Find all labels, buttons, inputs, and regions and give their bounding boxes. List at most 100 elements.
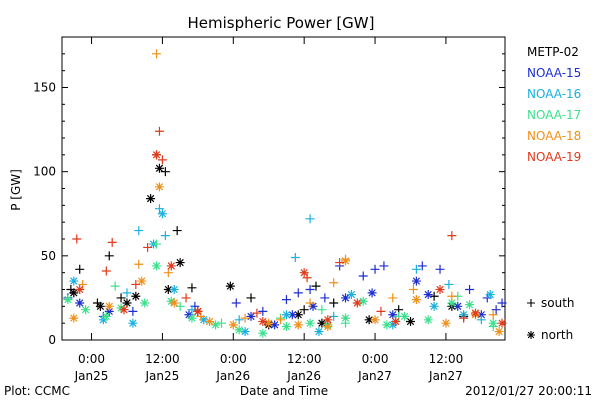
north-point — [166, 261, 176, 271]
north-point — [75, 285, 85, 294]
south-point — [305, 298, 315, 308]
south-point — [447, 231, 457, 241]
north-point — [497, 318, 507, 328]
y-tick-label: 150 — [33, 81, 56, 95]
south-point — [107, 237, 117, 247]
north-point — [281, 310, 291, 320]
y-axis-label: P [GW] — [9, 169, 23, 211]
north-point — [228, 320, 238, 330]
south-point — [447, 291, 457, 301]
north-point — [119, 305, 129, 315]
x-tick-label: 12:00 — [145, 352, 180, 366]
south-point — [181, 293, 191, 303]
south-point — [311, 281, 321, 291]
north-point — [317, 318, 327, 328]
north-point — [157, 209, 167, 219]
north-point — [382, 320, 392, 330]
south-point — [216, 318, 226, 328]
north-point — [341, 293, 351, 303]
north-point — [308, 301, 318, 311]
north-point — [352, 298, 362, 308]
north-point — [137, 276, 147, 286]
north-point — [299, 268, 309, 278]
north-point — [234, 325, 244, 335]
south-point — [408, 285, 418, 294]
south-point — [234, 315, 244, 325]
south-point — [305, 214, 315, 224]
south-point — [143, 242, 153, 252]
north-point — [122, 298, 132, 308]
north-point — [423, 290, 433, 300]
south-point — [302, 273, 312, 283]
north-point — [341, 313, 351, 323]
south-point — [290, 253, 300, 263]
south-point — [293, 288, 303, 298]
north-point — [293, 310, 303, 320]
north-point — [264, 318, 274, 328]
north-point — [95, 301, 105, 311]
north-point — [470, 308, 480, 318]
north-point — [323, 315, 333, 325]
south-point — [379, 261, 389, 271]
north-point — [293, 320, 303, 330]
north-point — [205, 316, 215, 326]
legend-entry: NOAA-16 — [527, 87, 581, 101]
marker-legend: south north — [527, 296, 575, 342]
north-point — [258, 316, 268, 326]
north-point — [287, 310, 297, 320]
north-point — [116, 303, 126, 313]
north-point — [367, 288, 377, 298]
north-point — [400, 311, 410, 321]
south-point — [444, 279, 454, 289]
north-point — [169, 298, 179, 308]
south-point — [187, 283, 197, 293]
north-point — [405, 316, 415, 326]
north-point — [476, 310, 486, 320]
y-tick-label: 100 — [33, 165, 56, 179]
south-point — [299, 305, 309, 315]
south-point — [465, 285, 475, 294]
south-point — [411, 264, 421, 274]
south-point — [172, 226, 182, 236]
south-point — [246, 293, 256, 303]
north-point — [104, 301, 114, 311]
south-point — [122, 288, 132, 298]
south-point — [329, 278, 339, 288]
north-point — [323, 322, 333, 332]
north-point — [246, 311, 256, 321]
legend-entry: NOAA-17 — [527, 108, 581, 122]
x-tick-label: 0:00 — [362, 352, 389, 366]
north-point — [240, 327, 250, 337]
south-point — [160, 231, 170, 241]
legend-entry: METP-02 — [527, 45, 579, 59]
south-point — [231, 298, 241, 308]
south-point — [491, 305, 501, 315]
south-point — [240, 313, 250, 323]
south-point — [320, 293, 330, 303]
south-point — [429, 291, 439, 301]
north-point — [258, 328, 268, 338]
x-tick-sublabel: Jan26 — [215, 369, 250, 383]
x-axis: 0:00 Jan25 12:00 Jan25 0:00 Jan26 12:00 Jan26 0:… — [74, 37, 463, 383]
north-point — [69, 288, 79, 298]
x-axis-label: Date and Time — [240, 384, 328, 398]
south-point — [476, 315, 486, 325]
south-point — [72, 234, 82, 244]
north-point — [447, 298, 457, 308]
x-tick-sublabel: Jan26 — [286, 369, 321, 383]
north-point — [152, 150, 162, 160]
south-point — [358, 271, 368, 281]
y-axis: 0 50 100 150 — [33, 53, 505, 347]
north-point — [453, 301, 463, 311]
north-point — [388, 310, 398, 320]
south-point — [281, 295, 291, 305]
south-point — [459, 313, 469, 323]
north-point — [465, 300, 475, 310]
south-point — [78, 279, 88, 289]
marker-legend-label: south — [541, 296, 575, 310]
north-point — [225, 281, 235, 291]
chart-title: Hemispheric Power [GW] — [188, 14, 375, 32]
marker-legend-label: north — [541, 328, 573, 342]
y-tick-label: 50 — [41, 249, 56, 263]
north-point — [193, 306, 203, 316]
